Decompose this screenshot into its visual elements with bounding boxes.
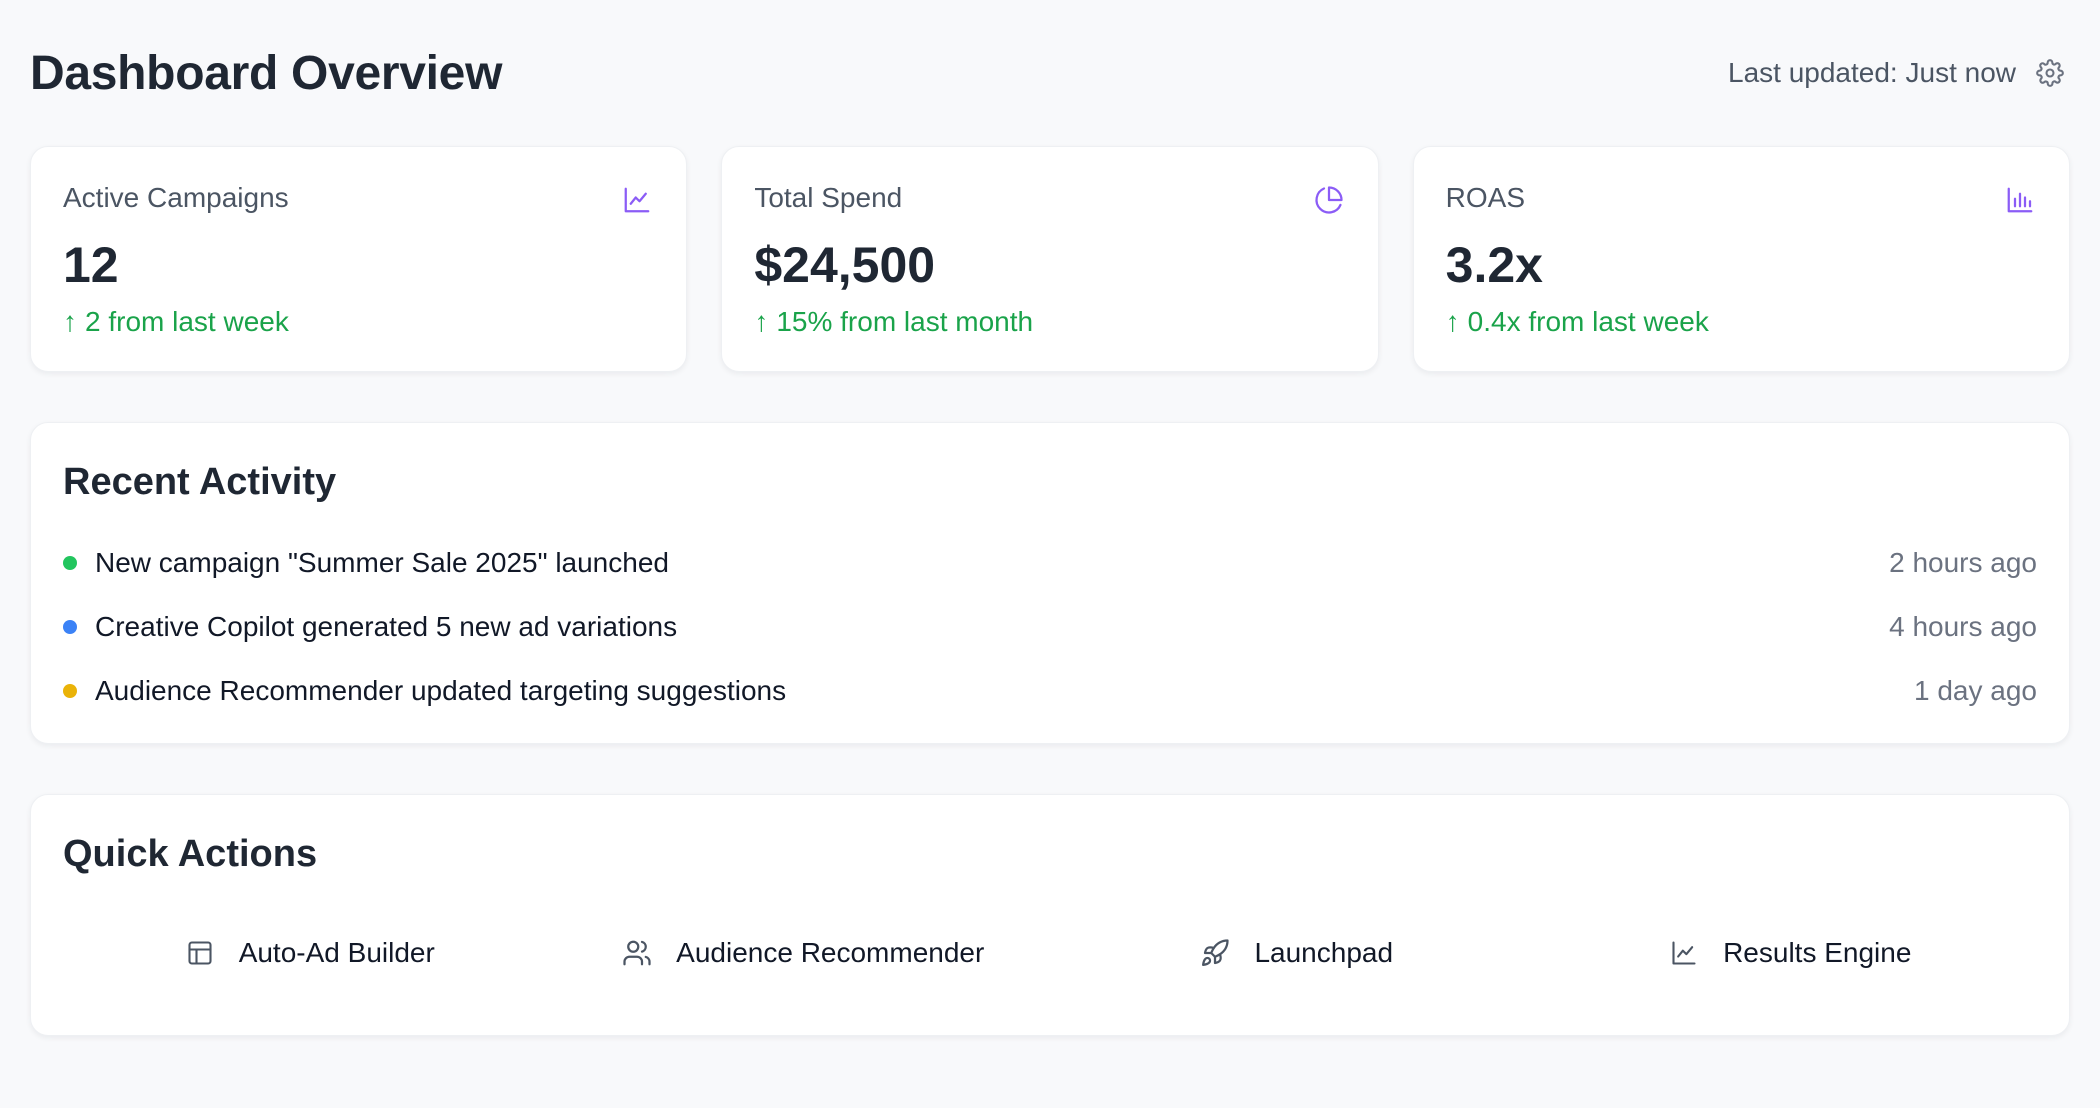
stat-label: Total Spend xyxy=(754,182,903,213)
stat-change-text: 15% from last month xyxy=(776,306,1034,337)
status-dot-yellow xyxy=(63,684,77,698)
stats-row: Active Campaigns 12 ↑ 2 from last week T… xyxy=(30,146,2070,372)
activity-text: Audience Recommender updated targeting s… xyxy=(95,675,787,706)
activity-item-content: Creative Copilot generated 5 new ad vari… xyxy=(63,611,677,643)
activity-list: New campaign "Summer Sale 2025" launched… xyxy=(63,531,2037,723)
line-chart-icon xyxy=(624,187,650,213)
activity-item: Creative Copilot generated 5 new ad vari… xyxy=(63,595,2037,659)
action-label: Auto-Ad Builder xyxy=(238,937,435,968)
stat-value: 12 xyxy=(63,237,119,293)
action-label: Audience Recommender xyxy=(676,937,985,968)
action-icon-wrap xyxy=(185,938,215,968)
action-label: Launchpad xyxy=(1254,937,1394,968)
action-label: Results Engine xyxy=(1723,937,1912,968)
stat-value: $24,500 xyxy=(754,237,936,293)
audience-recommender-button[interactable]: Audience Recommender xyxy=(557,923,1051,983)
layout-icon xyxy=(188,941,212,965)
stat-card-roas: ROAS 3.2x ↑ 0.4x from last week xyxy=(1412,146,2070,372)
stat-change: ↑ 0.4x from last week xyxy=(1446,305,2037,339)
activity-text: New campaign "Summer Sale 2025" launched xyxy=(95,547,669,578)
stat-card-total-spend: Total Spend $24,500 ↑ 15% from last mont… xyxy=(721,146,1379,372)
results-engine-button[interactable]: Results Engine xyxy=(1544,923,2038,983)
last-updated-text: Last updated: Just now xyxy=(1728,57,2016,88)
stat-change-text: 0.4x from last week xyxy=(1467,306,1709,337)
gear-icon xyxy=(2036,59,2064,87)
activity-time: 4 hours ago xyxy=(1889,611,2037,642)
stat-label: Active Campaigns xyxy=(63,182,289,213)
status-dot-green xyxy=(63,556,77,570)
launchpad-button[interactable]: Launchpad xyxy=(1050,923,1544,983)
action-icon-wrap xyxy=(622,938,652,968)
arrow-up-icon: ↑ xyxy=(63,306,77,337)
activity-time: 1 day ago xyxy=(1914,675,2037,706)
settings-button[interactable] xyxy=(2034,57,2066,89)
activity-item: Audience Recommender updated targeting s… xyxy=(63,659,2037,723)
activity-time: 2 hours ago xyxy=(1889,547,2037,578)
pie-chart-icon xyxy=(1315,186,1343,214)
activity-text: Creative Copilot generated 5 new ad vari… xyxy=(95,611,678,642)
users-icon xyxy=(623,940,651,966)
bar-chart-icon xyxy=(2007,187,2033,213)
quick-actions-title: Quick Actions xyxy=(63,833,318,875)
arrow-up-icon: ↑ xyxy=(754,306,769,337)
page-title: Dashboard Overview xyxy=(30,46,503,100)
page-header: Dashboard Overview Last updated: Just no… xyxy=(30,0,2070,146)
action-icon-wrap xyxy=(1669,938,1699,968)
line-chart-icon xyxy=(1672,941,1696,965)
stat-label: ROAS xyxy=(1445,182,1526,213)
stat-value: 3.2x xyxy=(1445,237,1543,293)
activity-item-content: Audience Recommender updated targeting s… xyxy=(63,675,786,707)
activity-item: New campaign "Summer Sale 2025" launched… xyxy=(63,531,2037,595)
header-status: Last updated: Just now xyxy=(1728,57,2070,89)
stat-card-active-campaigns: Active Campaigns 12 ↑ 2 from last week xyxy=(30,146,688,372)
status-dot-blue xyxy=(63,620,77,634)
stat-change: ↑ 15% from last month xyxy=(754,305,1345,339)
auto-ad-builder-button[interactable]: Auto-Ad Builder xyxy=(63,923,557,983)
stat-change: ↑ 2 from last week xyxy=(63,305,654,339)
quick-actions-row: Auto-Ad Builder Audience Recommender xyxy=(63,923,2037,983)
quick-actions-card: Quick Actions Auto-Ad Builder xyxy=(30,794,2070,1036)
rocket-icon xyxy=(1202,939,1230,966)
activity-item-content: New campaign "Summer Sale 2025" launched xyxy=(63,547,669,579)
action-icon-wrap xyxy=(1200,938,1230,968)
arrow-up-icon: ↑ xyxy=(1445,306,1460,337)
recent-activity-title: Recent Activity xyxy=(63,461,337,503)
recent-activity-card: Recent Activity New campaign "Summer Sal… xyxy=(30,422,2070,744)
stat-change-text: 2 from last week xyxy=(85,306,289,337)
